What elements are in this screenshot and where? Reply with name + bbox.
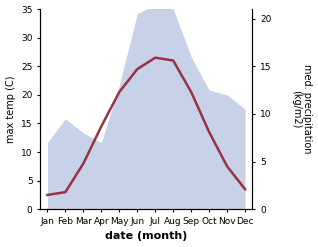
Y-axis label: med. precipitation
(kg/m2): med. precipitation (kg/m2): [291, 64, 313, 154]
X-axis label: date (month): date (month): [105, 231, 187, 242]
Y-axis label: max temp (C): max temp (C): [5, 75, 16, 143]
